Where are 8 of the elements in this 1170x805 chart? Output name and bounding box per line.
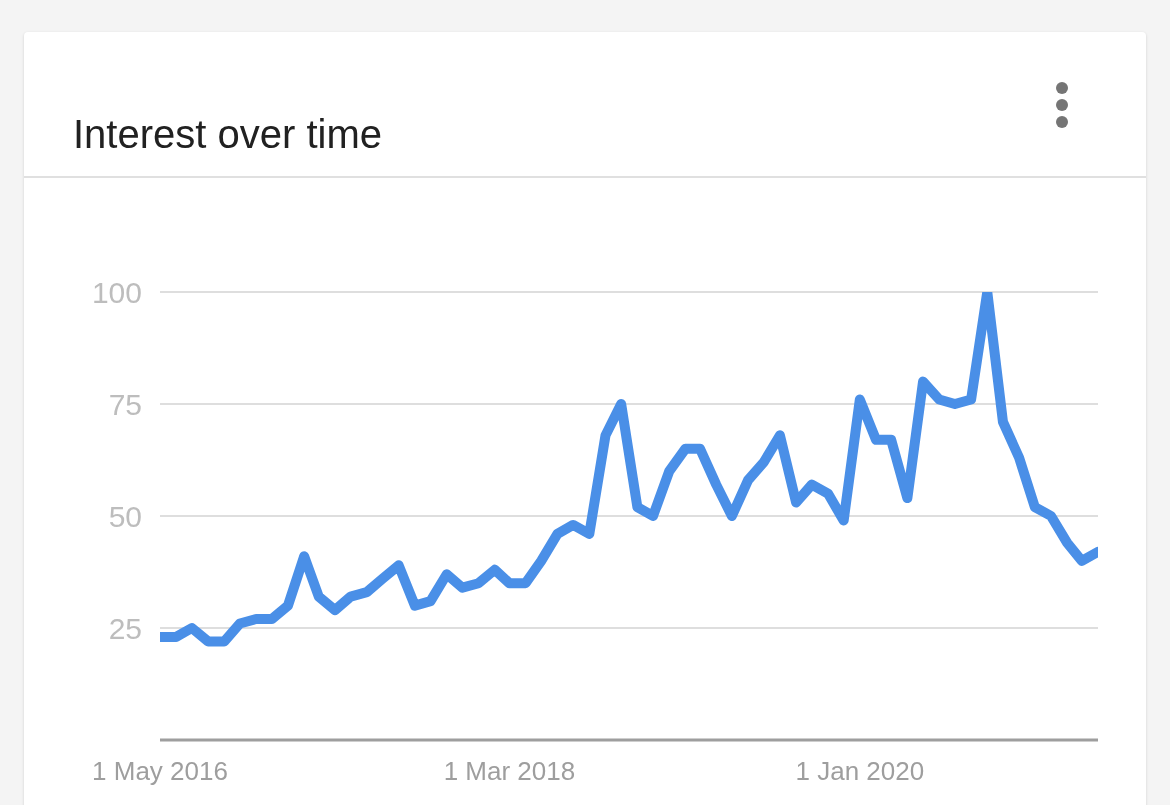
y-tick-label: 75 [108,387,142,421]
x-tick-label: 1 Mar 2018 [443,756,576,787]
y-tick-label: 100 [91,275,142,309]
chart-title: Interest over time [73,111,383,158]
x-tick-label: 1 May 2016 [92,756,228,787]
x-tick-label: 1 Jan 2020 [795,756,925,787]
y-tick-label: 25 [108,611,142,645]
y-tick-label: 50 [108,499,142,533]
